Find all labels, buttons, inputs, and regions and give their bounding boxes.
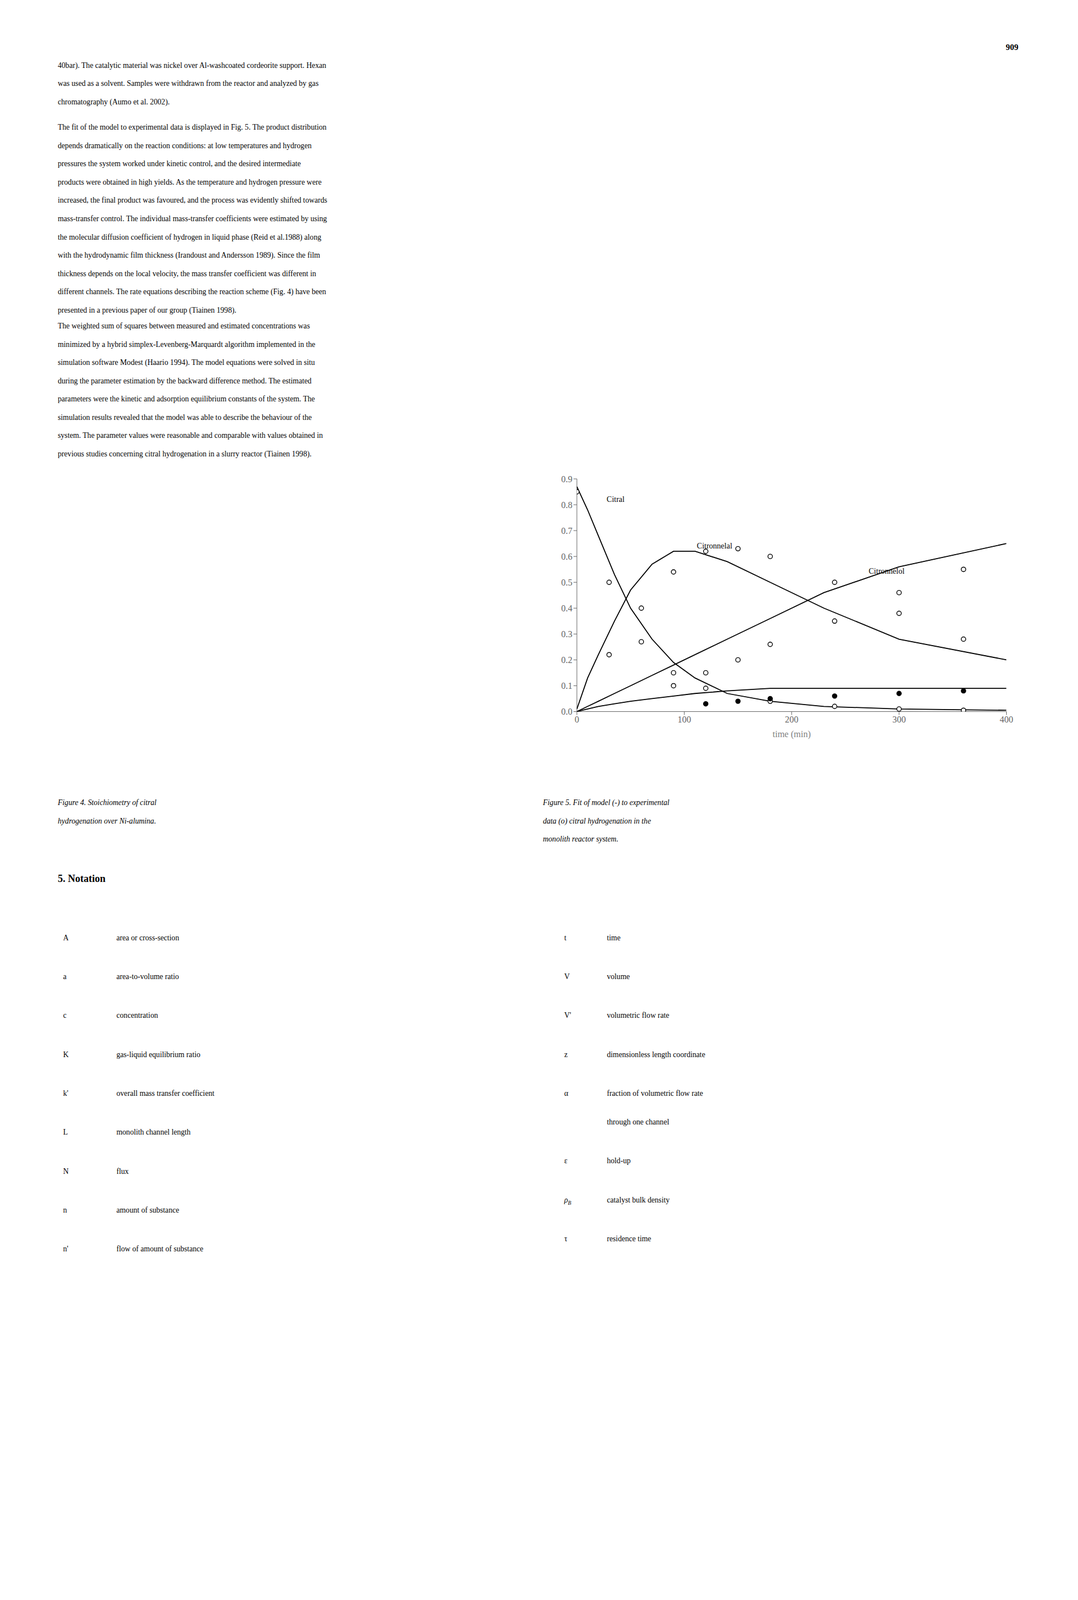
svg-text:0.4: 0.4 [561,603,573,613]
svg-text:0.9: 0.9 [561,474,573,484]
html-text:the molecular diffusion coeffi: the molecular diffusion coefficient of h… [57,232,322,242]
html-text:products were obtained in high: products were obtained in high yields. A… [57,177,322,187]
html-text:909: 909 [1005,42,1019,52]
html-text:during the parameter estimatio: during the parameter estimation by the b… [57,376,312,385]
html-text:volume: volume [606,971,630,981]
html-text:overall mass transfer coeffici: overall mass transfer coefficient [116,1088,215,1098]
svg-text:0: 0 [574,714,580,724]
html-text:volumetric flow rate: volumetric flow rate [606,1010,670,1020]
svg-text:300: 300 [892,714,906,724]
html-text:with the hydrodynamic film thi: with the hydrodynamic film thickness (Ir… [57,250,321,260]
html-text:flow of amount of substance: flow of amount of substance [116,1244,204,1253]
svg-text:0.1: 0.1 [561,680,573,691]
html-text:V': V' [564,1010,572,1020]
html-text:A: A [63,932,69,942]
html-text:c: c [63,1010,67,1020]
html-text:τ: τ [564,1233,568,1243]
html-text:gas-liquid equilibrium ratio: gas-liquid equilibrium ratio [116,1049,201,1059]
html-text:k': k' [63,1088,69,1098]
svg-text:200: 200 [784,714,798,724]
html-text:V: V [564,971,570,981]
html-text:n: n [63,1205,67,1214]
html-text:The fit of the model to experi: The fit of the model to experimental dat… [57,123,327,132]
html-text:hydrogenation over Ni-alumina.: hydrogenation over Ni-alumina. [57,816,157,825]
svg-text:400: 400 [999,714,1013,724]
svg-text:100: 100 [677,714,691,724]
html-text:ρB: ρB [564,1195,572,1205]
html-text:was used as a solvent. Samples: was used as a solvent. Samples were with… [57,79,319,88]
html-text:system. The parameter values w: system. The parameter values were reason… [57,431,323,440]
html-text:simulation results revealed th: simulation results revealed that the mod… [57,412,312,422]
html-text:through one channel: through one channel [606,1117,670,1126]
html-text:L: L [63,1127,68,1136]
html-text:depends dramatically on the re: depends dramatically on the reaction con… [57,141,312,150]
html-text:t: t [564,932,567,942]
html-text:parameters were the kinetic an: parameters were the kinetic and adsorpti… [57,394,315,404]
html-text:mass-transfer control. The ind: mass-transfer control. The individual ma… [57,214,327,223]
html-text:data (o) citral hydrogenation: data (o) citral hydrogenation in the [542,816,651,825]
html-text:fraction of volumetric flow ra: fraction of volumetric flow rate [606,1088,704,1098]
html-text:Figure 4. Stoichiometry of cit: Figure 4. Stoichiometry of citral [57,797,157,807]
html-text:ε: ε [564,1156,568,1165]
svg-text:0.0: 0.0 [561,706,573,717]
html-text:flux: flux [116,1166,129,1175]
html-text:Citronnelol: Citronnelol [868,566,905,576]
html-text:dimensionless length coordinat: dimensionless length coordinate [606,1049,706,1059]
html-text:40bar). The catalytic material: 40bar). The catalytic material was nicke… [57,61,327,70]
html-text:K: K [63,1049,69,1059]
html-text:increased, the final product w: increased, the final product was favoure… [57,196,328,205]
svg-text:time (min): time (min) [772,728,811,739]
html-text:catalyst bulk density: catalyst bulk density [606,1195,670,1204]
html-text:Citral: Citral [606,494,625,504]
html-text:area or cross-section: area or cross-section [116,932,180,942]
svg-text:0.5: 0.5 [561,577,573,587]
svg-text:0.8: 0.8 [561,499,573,510]
html-text:different channels. The rate e: different channels. The rate equations d… [57,287,327,296]
html-text:residence time: residence time [606,1233,652,1243]
html-text:The weighted sum of squares be: The weighted sum of squares between meas… [57,321,310,330]
html-text:amount of substance: amount of substance [116,1205,180,1214]
html-text:area-to-volume ratio: area-to-volume ratio [116,971,179,981]
html-text:n': n' [63,1244,69,1253]
html-text:a: a [63,971,67,981]
html-text:hold-up: hold-up [606,1156,631,1165]
html-text:Citronnelal: Citronnelal [696,541,733,550]
html-text:presented in a previous paper: presented in a previous paper of our gro… [57,305,237,315]
html-text:z: z [564,1049,568,1059]
html-text:Figure 5. Fit of model (-) to: Figure 5. Fit of model (-) to experiment… [542,797,670,807]
html-text:pressures the system worked un: pressures the system worked under kineti… [57,159,301,168]
html-text:time: time [606,932,621,942]
html-text:5. Notation: 5. Notation [57,872,106,884]
html-text:thickness depends on the local: thickness depends on the local velocity,… [57,269,317,278]
html-text:minimized by a hybrid simplex-: minimized by a hybrid simplex-Levenberg-… [57,339,316,349]
svg-text:0.7: 0.7 [561,525,573,536]
svg-text:0.6: 0.6 [561,551,573,562]
html-text:previous studies concerning ci: previous studies concerning citral hydro… [57,449,312,458]
svg-text:0.3: 0.3 [561,629,573,639]
html-text:concentration: concentration [116,1010,158,1020]
html-text:α: α [564,1088,569,1098]
html-text:chromatography (Aumo et al. 20: chromatography (Aumo et al. 2002). [57,97,170,107]
html-text:N: N [63,1166,69,1175]
html-text:monolith channel length: monolith channel length [116,1127,191,1136]
html-text:monolith reactor system.: monolith reactor system. [542,834,619,843]
html-text:simulation software Modest (Ha: simulation software Modest (Haario 1994)… [57,358,315,367]
svg-text:0.2: 0.2 [561,654,573,665]
